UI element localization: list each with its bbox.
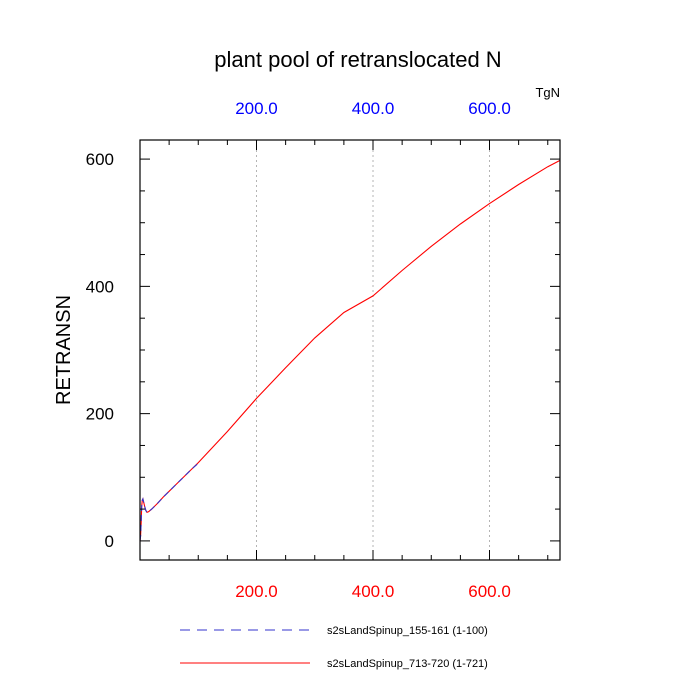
- y-axis-label: RETRANSN: [53, 295, 75, 405]
- x-tick-label-top: 600.0: [468, 99, 511, 118]
- chart-title: plant pool of retranslocated N: [214, 47, 501, 72]
- grid-lines: [256, 140, 491, 560]
- x-tick-label-bottom: 400.0: [352, 582, 395, 601]
- legend: s2sLandSpinup_155-161 (1-100) s2sLandSpin…: [180, 625, 488, 670]
- x-tick-label-top: 200.0: [235, 99, 278, 118]
- legend-label: s2sLandSpinup_155-161 (1-100): [327, 625, 488, 637]
- axis-ticks: 200.0 200.0 400.0 400.0 600.0 600.0 0 200 400 600: [86, 99, 560, 601]
- plot-series: [139, 159, 561, 541]
- series-line-1: [139, 462, 199, 541]
- x-tick-label-top: 400.0: [352, 99, 395, 118]
- legend-label: s2sLandSpinup_713-720 (1-721): [327, 658, 488, 670]
- plot-frame: [139, 139, 561, 561]
- x-tick-label-bottom: 200.0: [235, 582, 278, 601]
- y-tick-label: 0: [105, 532, 114, 551]
- y-tick-label: 600: [86, 150, 114, 169]
- y-tick-label: 400: [86, 277, 114, 296]
- y-tick-label: 200: [86, 405, 114, 424]
- series-line-2: [139, 159, 561, 541]
- x-tick-label-bottom: 600.0: [468, 582, 511, 601]
- units-label: TgN: [535, 85, 560, 100]
